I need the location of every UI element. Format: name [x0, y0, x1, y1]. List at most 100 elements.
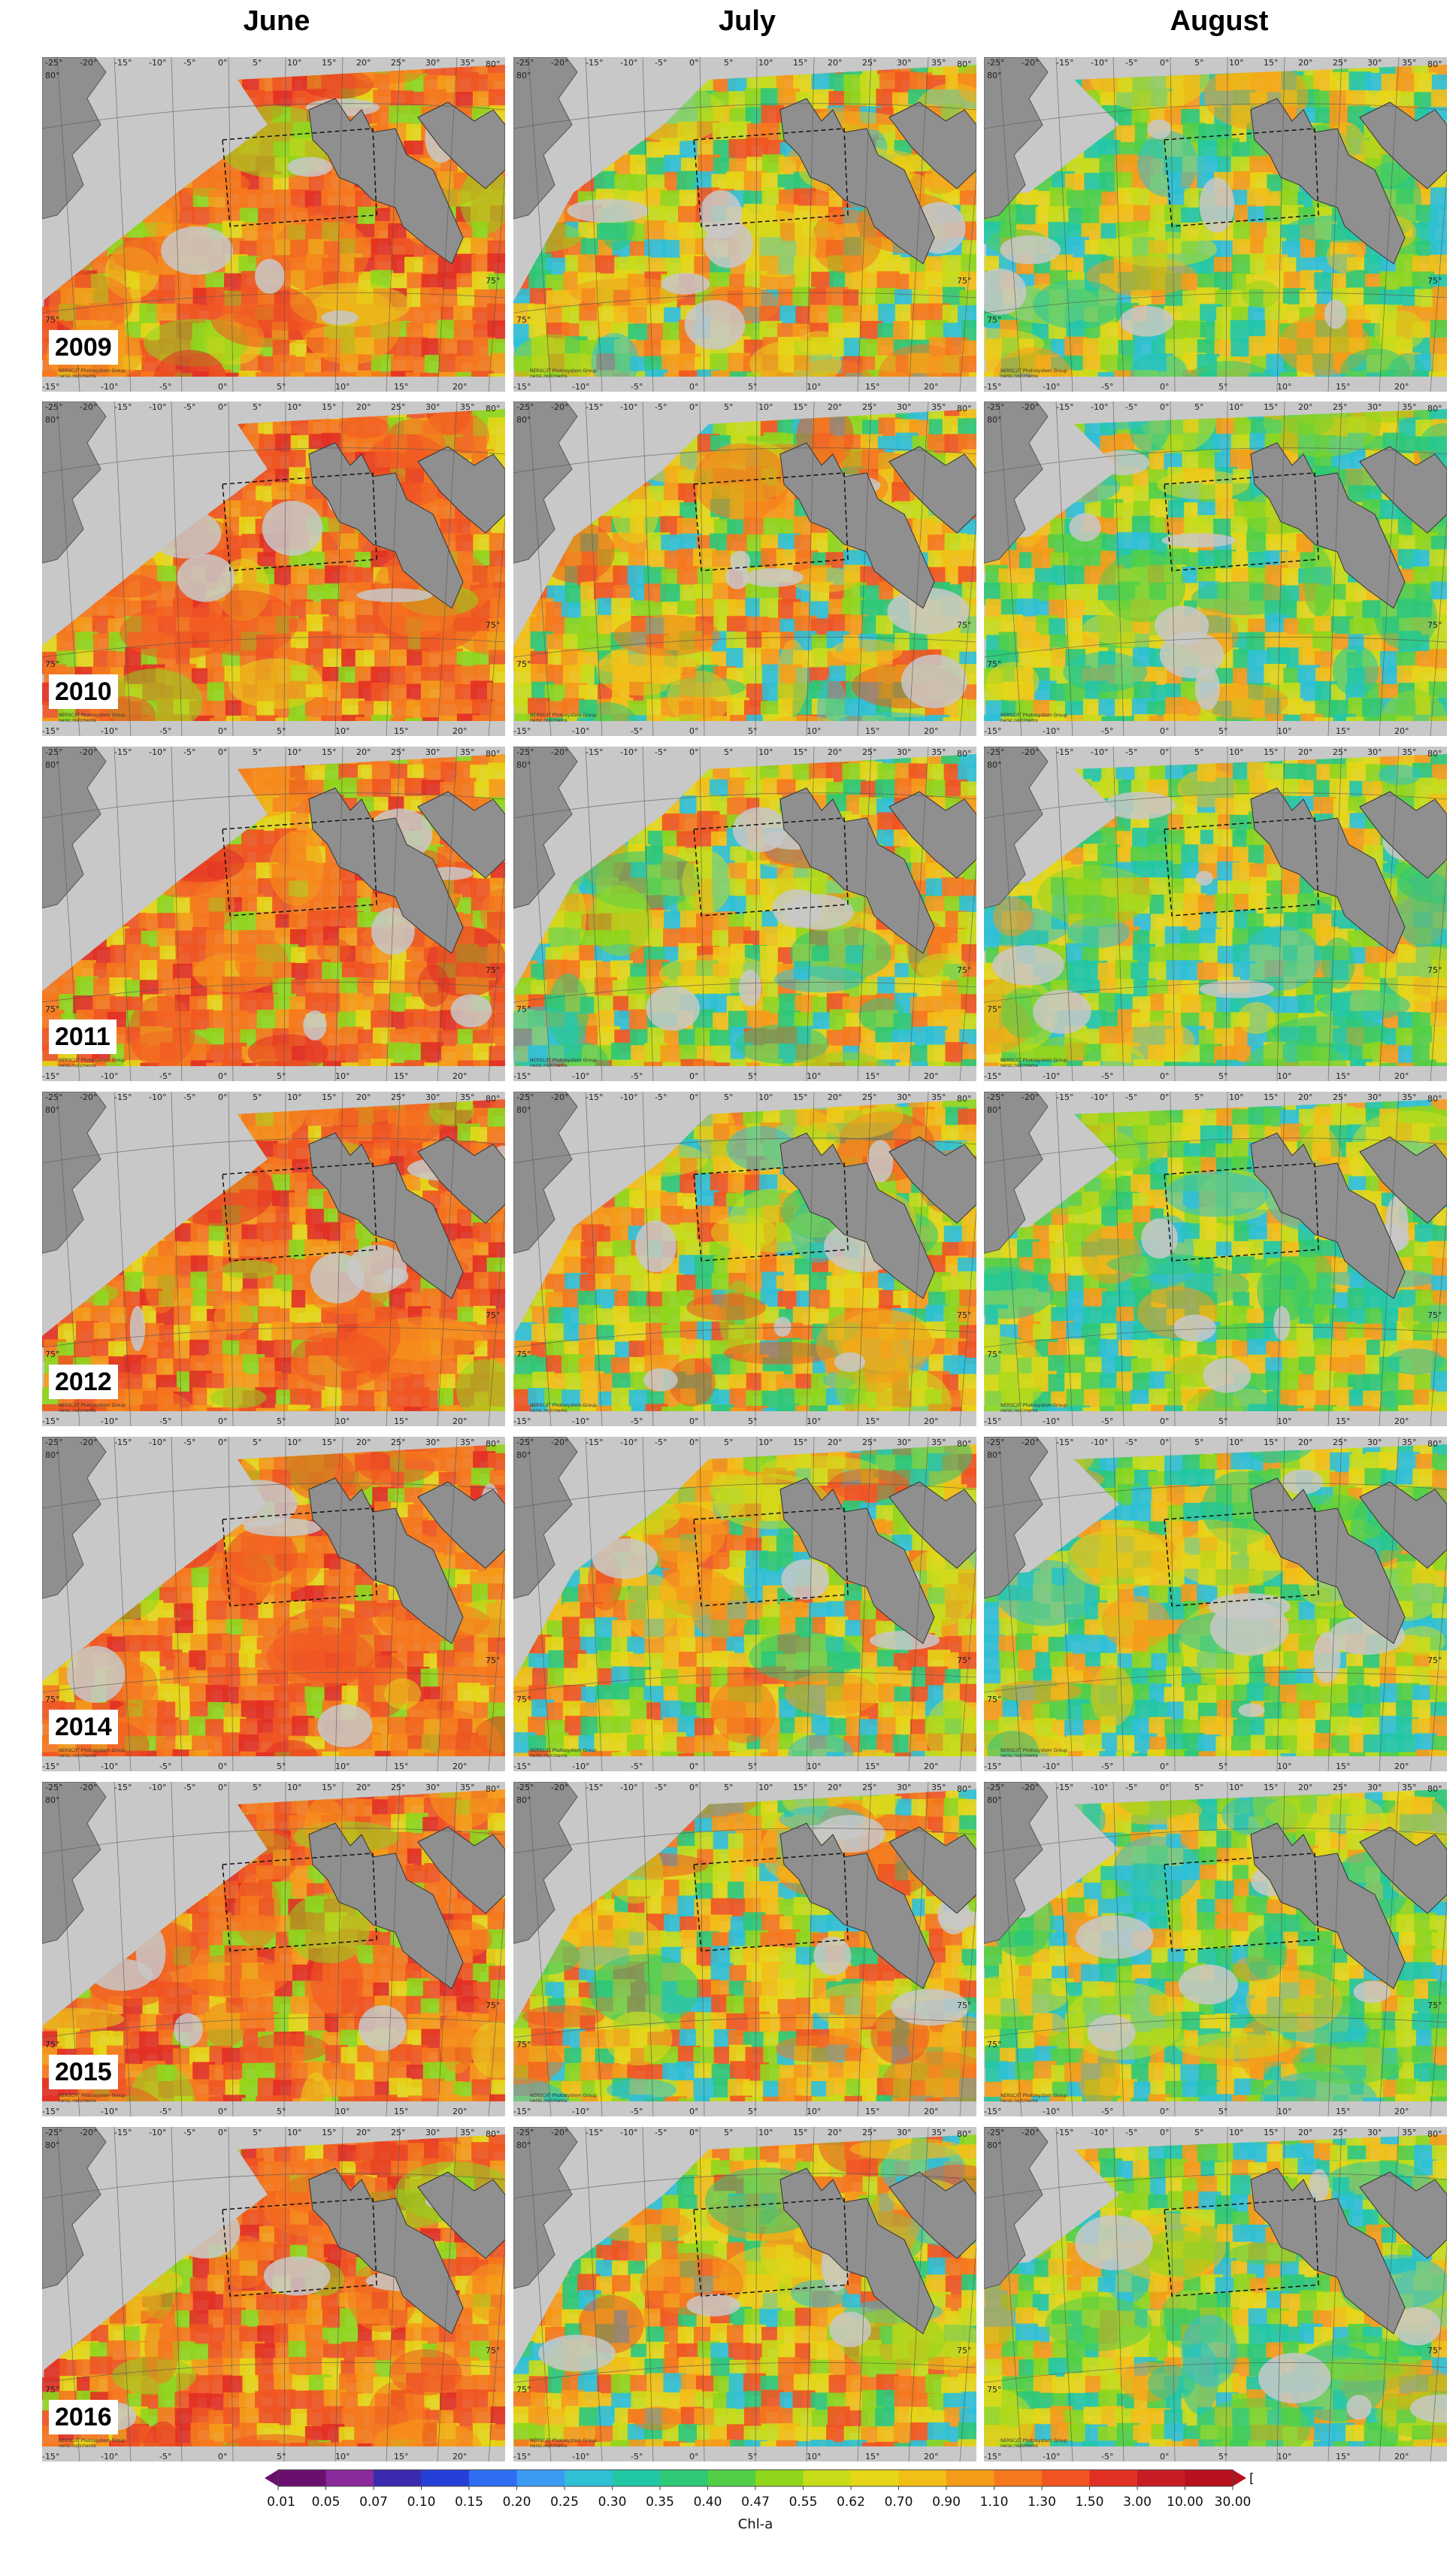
latitude-tick: 80°: [516, 415, 531, 425]
top-longitude-tick: 30°: [425, 58, 440, 68]
bottom-longitude-tick: 5°: [748, 1416, 758, 1426]
top-longitude-tick: 5°: [724, 747, 734, 757]
bottom-longitude-tick: 10°: [335, 1071, 350, 1081]
bottom-longitude-tick: 5°: [748, 1762, 758, 1771]
bottom-longitude-tick: -15°: [513, 726, 531, 736]
bottom-longitude-tick: 0°: [1160, 1071, 1170, 1081]
top-longitude-tick: 15°: [1264, 747, 1279, 757]
top-longitude-tick: 25°: [391, 58, 406, 68]
bottom-longitude-tick: 5°: [748, 2107, 758, 2116]
top-longitude-tick: -25°: [987, 402, 1004, 412]
bottom-longitude-tick: 10°: [335, 382, 350, 392]
nordaustlandet-landmass: [1359, 791, 1447, 879]
latitude-tick: 75°: [957, 620, 972, 630]
top-longitude-tick: 25°: [391, 1438, 406, 1447]
top-longitude-tick: -5°: [655, 747, 667, 757]
latitude-tick: 75°: [45, 315, 60, 325]
top-longitude-tick: -10°: [149, 747, 166, 757]
top-longitude-tick: 35°: [460, 58, 475, 68]
top-longitude-tick: 5°: [724, 1092, 734, 1102]
top-longitude-tick: -20°: [80, 747, 97, 757]
map-panel-june-2011: -25° -20° -15° -10° -5° 0° 5° 10° 15° 20° 25° 30° 35…: [42, 747, 505, 1081]
latitude-tick: 75°: [957, 1310, 972, 1320]
top-longitude-tick: -5°: [1125, 402, 1137, 412]
top-longitude-tick: -5°: [1125, 58, 1137, 68]
bottom-longitude-tick: 5°: [748, 1071, 758, 1081]
greenland-landmass: [513, 1092, 578, 1254]
bottom-longitude-tick: 20°: [924, 382, 939, 392]
bottom-longitude-tick: 5°: [1218, 2107, 1228, 2116]
colorbar-tick-label: 0.35: [646, 2495, 674, 2510]
chl-a-map: -25° -20° -15° -10° -5° 0° 5° 10° 15° 20° 25° 30° 35…: [984, 747, 1447, 1081]
svalbard-landmass: [779, 1477, 935, 1644]
latitude-tick: 75°: [45, 2385, 60, 2395]
top-longitude-tick: 15°: [793, 2128, 808, 2137]
latitude-tick: 80°: [516, 760, 531, 770]
bottom-longitude-tick: 10°: [335, 1762, 350, 1771]
top-longitude-tick: 35°: [1402, 1438, 1417, 1447]
top-longitude-tick: 20°: [1298, 58, 1313, 68]
bottom-longitude-tick: 0°: [218, 1416, 228, 1426]
latitude-tick: 80°: [1427, 59, 1442, 69]
map-panel-june-2012: -25° -20° -15° -10° -5° 0° 5° 10° 15° 20° 25° 30° 35…: [42, 1092, 505, 1426]
latitude-tick: 80°: [45, 1105, 60, 1115]
bottom-longitude-tick: 20°: [924, 726, 939, 736]
bottom-longitude-tick: 10°: [1277, 726, 1292, 736]
top-longitude-tick: 30°: [897, 1092, 912, 1102]
bottom-longitude-tick: -5°: [159, 382, 171, 392]
bottom-longitude-tick: 0°: [218, 2452, 228, 2462]
top-longitude-tick: 20°: [828, 1092, 843, 1102]
colorbar-tick-label: 10.00: [1167, 2495, 1203, 2510]
map-panel-august-2014: -25° -20° -15° -10° -5° 0° 5° 10° 15° 20° 25° 30° 35…: [984, 1437, 1447, 1771]
latitude-tick: 80°: [516, 1795, 531, 1805]
colorbar-segment: [755, 2470, 804, 2486]
top-longitude-tick: 35°: [931, 58, 946, 68]
bottom-longitude-tick: -10°: [572, 382, 589, 392]
colorbar-segment: [1042, 2470, 1090, 2486]
top-longitude-tick: -15°: [1056, 1783, 1073, 1792]
latitude-tick: 80°: [1427, 1784, 1442, 1794]
bottom-longitude-tick: -5°: [631, 382, 643, 392]
map-panel-july-2011: -25° -20° -15° -10° -5° 0° 5° 10° 15° 20° 25° 30° 35…: [513, 747, 976, 1081]
column-header-july: July: [718, 5, 776, 37]
latitude-tick: 80°: [45, 1450, 60, 1460]
bottom-longitude-tick: 0°: [689, 2107, 699, 2116]
bottom-longitude-tick: -10°: [101, 1071, 118, 1081]
top-longitude-tick: 20°: [1298, 1783, 1313, 1792]
top-longitude-tick: 30°: [1367, 1783, 1382, 1792]
top-longitude-tick: -5°: [1125, 2128, 1137, 2137]
greenland-landmass: [42, 747, 107, 909]
colorbar-segment: [1137, 2470, 1185, 2486]
chl-a-map: -25° -20° -15° -10° -5° 0° 5° 10° 15° 20° 25° 30° 35…: [513, 2127, 976, 2462]
study-area-box: [693, 2198, 849, 2297]
bottom-longitude-tick: -15°: [984, 382, 1001, 392]
top-longitude-tick: 35°: [931, 1092, 946, 1102]
bottom-longitude-tick: 0°: [1160, 382, 1170, 392]
top-longitude-tick: 15°: [322, 1783, 337, 1792]
top-longitude-tick: 5°: [253, 58, 262, 68]
top-longitude-tick: 35°: [931, 1438, 946, 1447]
top-longitude-tick: 10°: [287, 747, 302, 757]
nordaustlandet-landmass: [1359, 1826, 1447, 1914]
bottom-longitude-tick: 10°: [335, 2107, 350, 2116]
top-longitude-tick: 25°: [1333, 58, 1348, 68]
top-longitude-tick: 0°: [689, 402, 699, 412]
study-area-box: [1164, 472, 1319, 571]
bottom-longitude-tick: 0°: [1160, 2452, 1170, 2462]
bottom-longitude-tick: -15°: [984, 2107, 1001, 2116]
panel-credit: NERSC/IT Photosystem Group nersc.no/cmems: [59, 1403, 126, 1413]
top-longitude-tick: 5°: [724, 58, 734, 68]
top-longitude-tick: 20°: [356, 1783, 371, 1792]
greenland-landmass: [984, 1782, 1049, 1944]
colorbar-segment: [660, 2470, 708, 2486]
panel-credit: NERSC/IT Photosystem Group nersc.no/cmems: [530, 2093, 597, 2104]
bottom-longitude-tick: 10°: [1277, 1071, 1292, 1081]
map-panel-june-2009: -25° -20° -15° -10° -5° 0° 5° 10° 15° 20° 25° 30° 35…: [42, 57, 505, 392]
top-longitude-tick: 0°: [689, 747, 699, 757]
top-longitude-tick: 5°: [1194, 402, 1204, 412]
study-area-box: [222, 472, 377, 571]
top-longitude-tick: 30°: [1367, 402, 1382, 412]
bottom-longitude-tick: -5°: [631, 726, 643, 736]
top-longitude-tick: -25°: [45, 1783, 62, 1792]
svalbard-landmass: [779, 1822, 935, 1989]
